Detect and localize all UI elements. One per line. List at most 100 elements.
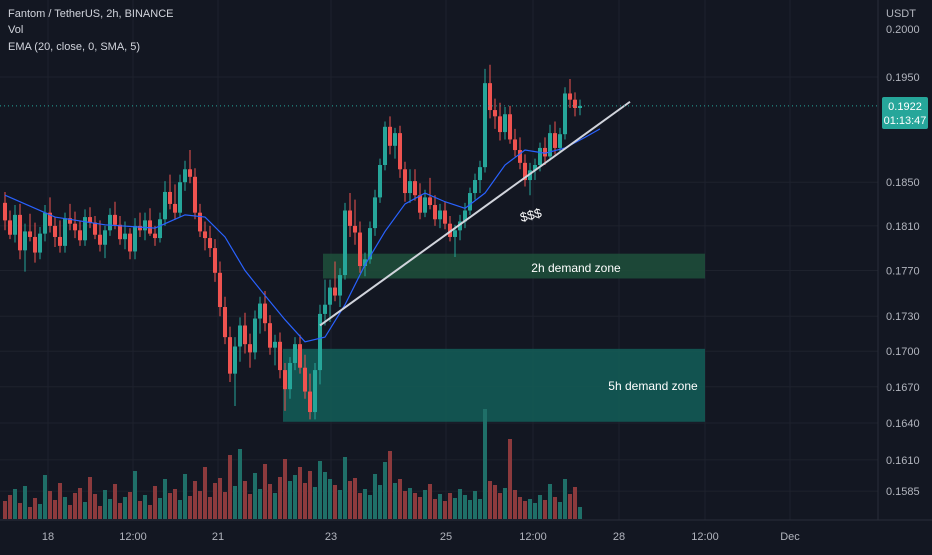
candle-body (273, 341, 277, 348)
time-tick-label: 25 (440, 531, 452, 543)
symbol-title[interactable]: Fantom / TetherUS, 2h, BINANCE (8, 8, 174, 20)
candle-body (318, 313, 322, 371)
candle-body (188, 169, 192, 177)
candle-body (38, 233, 42, 253)
candle-body (558, 134, 562, 148)
price-tick-label: 0.1770 (886, 266, 920, 278)
candle-body (3, 202, 7, 221)
volume-bar (38, 504, 42, 519)
volume-bar (298, 467, 302, 519)
candle-body (198, 212, 202, 232)
volume-bar (243, 481, 247, 519)
candle-body (148, 220, 152, 234)
volume-bar (343, 457, 347, 519)
volume-legend[interactable]: Vol (8, 24, 24, 36)
volume-bar (363, 489, 367, 519)
time-axis-labels[interactable]: 18 12:00 21 23 25 12:00 28 12:00 Dec (42, 531, 800, 543)
candle-body (448, 223, 452, 237)
candle-body (293, 344, 297, 363)
volume-bar (523, 501, 527, 519)
candle-body (78, 230, 82, 241)
candle-body (438, 210, 442, 220)
candle-body (88, 217, 92, 223)
volume-bar (228, 455, 232, 519)
volume-bar (108, 499, 112, 519)
candle-body (538, 147, 542, 165)
candle-body (403, 169, 407, 194)
candle-body (23, 231, 27, 251)
candle-body (83, 217, 87, 241)
candle-body (518, 150, 522, 163)
volume-bar (88, 477, 92, 519)
demand-zone-5h (283, 348, 705, 422)
candle-body (63, 218, 67, 246)
time-tick-label: 23 (325, 531, 337, 543)
candle-body (28, 231, 32, 237)
volume-bar (568, 494, 572, 519)
candle-body (103, 230, 107, 245)
candle-body (343, 210, 347, 276)
candle-body (573, 99, 577, 108)
volume-bar (193, 481, 197, 519)
volume-bar (533, 503, 537, 519)
volume-bar (63, 497, 67, 519)
volume-bar (573, 487, 577, 519)
volume-bar (18, 503, 22, 519)
volume-bar (543, 500, 547, 519)
candle-body (283, 370, 287, 390)
price-tick-label: 0.1670 (886, 382, 920, 394)
trend-layer (319, 100, 631, 327)
volume-bar (48, 491, 52, 519)
candle-body (508, 114, 512, 140)
candle-body (338, 275, 342, 296)
candle-body (208, 238, 212, 249)
candle-body (173, 203, 177, 213)
volume-bar (53, 500, 57, 519)
volume-bar (338, 490, 342, 519)
candle-body (158, 219, 162, 239)
price-axis-labels[interactable]: 0.1950 0.1850 0.1810 0.1770 0.1730 0.1700 0.16… (886, 72, 920, 498)
volume-bar (288, 481, 292, 519)
candle-body (143, 220, 147, 231)
volume-bar (408, 488, 412, 519)
ema-legend[interactable]: EMA (20, close, 0, SMA, 5) (8, 41, 141, 53)
volume-bar (528, 499, 532, 519)
candle-body (383, 126, 387, 165)
volume-bar (398, 479, 402, 519)
candle-body (453, 230, 457, 237)
time-tick-label: 12:00 (119, 531, 147, 543)
volume-bar (158, 498, 162, 519)
volume-bar (428, 484, 432, 519)
candle-body (53, 225, 57, 237)
zone-2h-label: 2h demand zone (531, 261, 621, 275)
candle-body (323, 304, 327, 314)
candle-body (513, 139, 517, 151)
candle-body (278, 341, 282, 371)
last-price-value: 0.1922 (888, 101, 922, 113)
volume-bar (393, 483, 397, 519)
volume-bar (283, 459, 287, 519)
volume-bar (323, 472, 327, 519)
candle-body (488, 83, 492, 111)
volume-bar (558, 502, 562, 519)
candle-body (498, 116, 502, 133)
volume-bar (223, 492, 227, 519)
candle-body (223, 307, 227, 338)
volume-bar (493, 485, 497, 519)
volume-bar (138, 501, 142, 519)
candle-body (298, 344, 302, 368)
volume-bar (73, 493, 77, 519)
last-price-countdown: 01:13:47 (884, 115, 927, 127)
volume-bar (508, 439, 512, 519)
volume-bar (98, 506, 102, 519)
trendline (319, 100, 631, 327)
volume-bar (263, 464, 267, 519)
volume-bar (538, 495, 542, 519)
candle-body (433, 205, 437, 220)
volume-bar (403, 491, 407, 519)
price-tick-label: 0.1700 (886, 346, 920, 358)
candle-body (308, 391, 312, 413)
candle-body (233, 346, 237, 374)
